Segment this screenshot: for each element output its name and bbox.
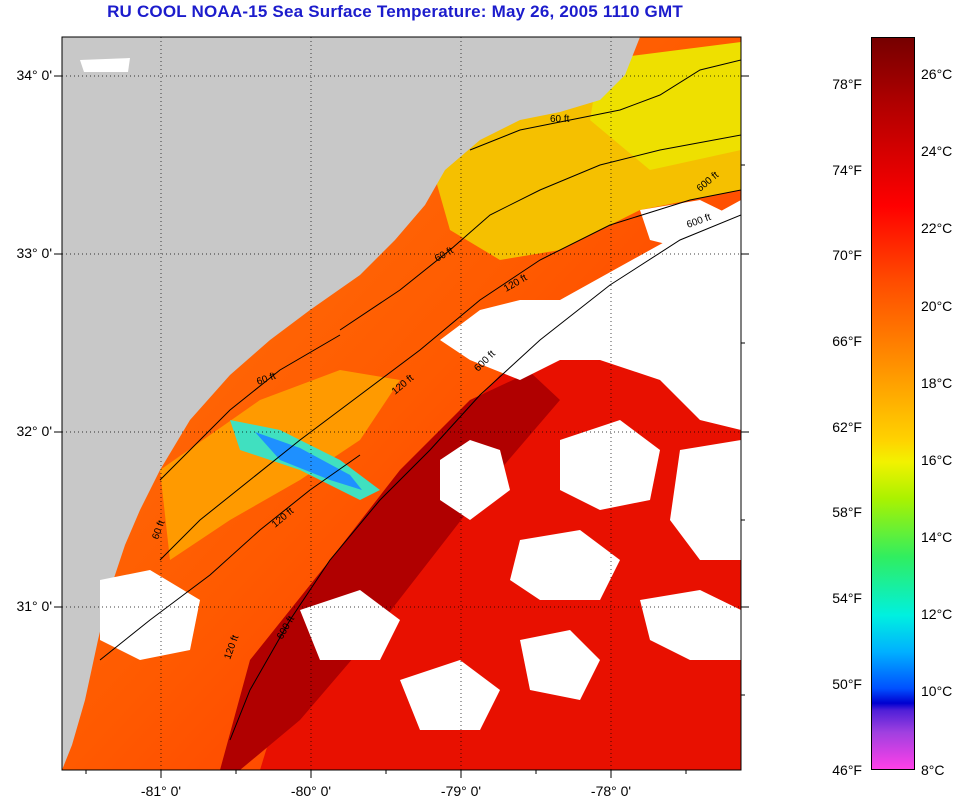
- lat-label: 34° 0': [16, 67, 52, 83]
- lon-label: -81° 0': [140, 783, 182, 799]
- colorbar-f-label: 74°F: [832, 162, 862, 178]
- temperature-colorbar: [871, 37, 915, 770]
- colorbar-f-label: 54°F: [832, 590, 862, 606]
- colorbar-c-label: 14°C: [921, 529, 953, 545]
- colorbar-f-label: 58°F: [832, 504, 862, 520]
- nearshore-yellow: [590, 42, 741, 170]
- colorbar-f-label: 66°F: [832, 333, 862, 349]
- isobaths: [99, 59, 741, 741]
- cool-streak-core: [255, 432, 362, 490]
- lon-label: -80° 0': [290, 783, 332, 799]
- shelf-band: [160, 370, 400, 560]
- map-title: RU COOL NOAA-15 Sea Surface Temperature:…: [107, 2, 683, 21]
- colorbar-f-label: 46°F: [832, 762, 862, 778]
- colorbar-c-label: 12°C: [921, 606, 953, 622]
- colorbar-c-label: 16°C: [921, 452, 953, 468]
- land-mass: [62, 37, 640, 770]
- colorbar-c-label: 24°C: [921, 143, 953, 159]
- colorbar-f-label: 50°F: [832, 676, 862, 692]
- lon-label: -79° 0': [440, 783, 482, 799]
- colorbar-c-label: 10°C: [921, 683, 953, 699]
- colorbar-c-label: 22°C: [921, 220, 953, 236]
- lat-label: 31° 0': [16, 598, 52, 614]
- colorbar-c-label: 8°C: [921, 762, 945, 778]
- lat-label: 32° 0': [16, 423, 52, 439]
- colorbar-c-label: 26°C: [921, 66, 953, 82]
- lat-label: 33° 0': [16, 245, 52, 261]
- cloud-cover: [80, 58, 741, 730]
- colorbar-f-label: 78°F: [832, 76, 862, 92]
- map-frame: [61, 36, 742, 771]
- lon-label: -78° 0': [590, 783, 632, 799]
- isobath-label: 60 ft: [550, 114, 570, 125]
- colorbar-f-label: 70°F: [832, 247, 862, 263]
- colorbar-f-label: 62°F: [832, 419, 862, 435]
- colorbar-c-label: 18°C: [921, 375, 953, 391]
- axis-ticks: [54, 75, 749, 778]
- colorbar-c-label: 20°C: [921, 298, 953, 314]
